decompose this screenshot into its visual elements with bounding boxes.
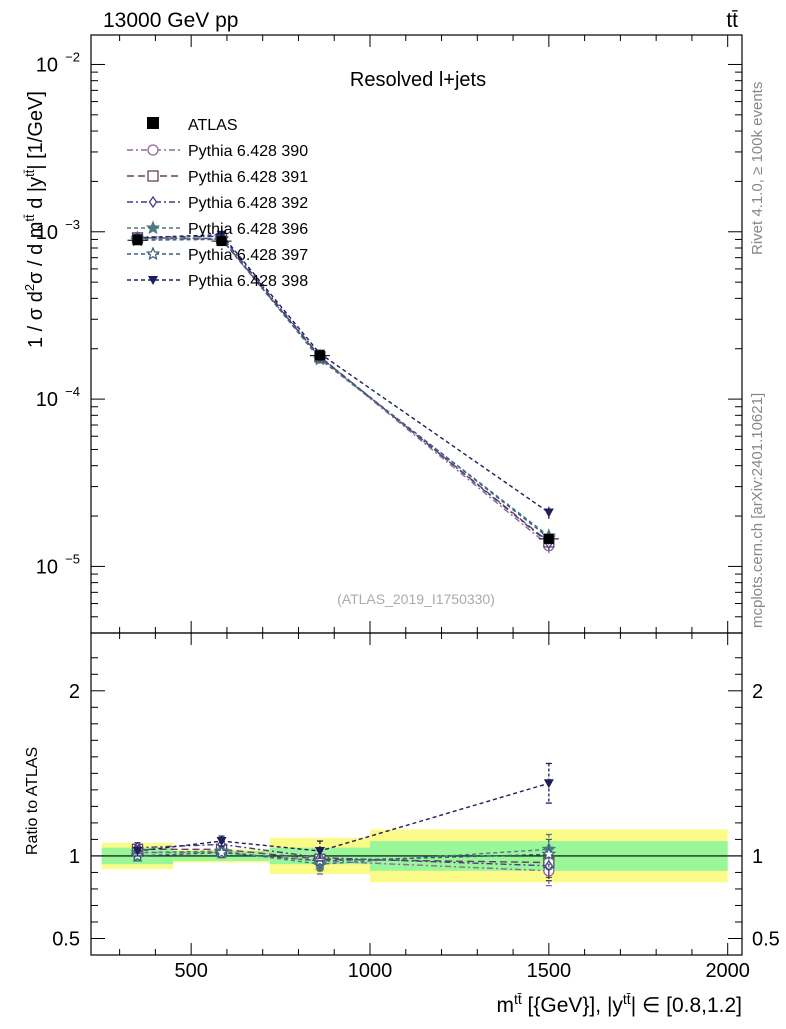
rivet-label: Rivet 4.1.0, ≥ 100k events xyxy=(749,82,766,255)
y-tick-exponent: −4 xyxy=(65,384,80,399)
x-tick-label: 1500 xyxy=(527,960,572,982)
energy-label: 13000 GeV pp xyxy=(103,9,238,32)
y-tick-label: 10 xyxy=(36,389,58,411)
legend: ATLAS Pythia 6.428 390 Pythia 6.428 391 Pyt… xyxy=(127,117,308,290)
ratio-tick-label: 1 xyxy=(752,846,763,868)
data-marker xyxy=(147,117,159,129)
legend-label: Pythia 6.428 398 xyxy=(188,273,308,290)
series-marker xyxy=(216,837,227,847)
ratio-series-line xyxy=(137,782,549,852)
data-marker xyxy=(216,236,227,247)
legend-label: Pythia 6.428 390 xyxy=(188,143,308,160)
ratio-tick-label: 2 xyxy=(752,681,763,703)
legend-label-atlas: ATLAS xyxy=(188,117,238,134)
ratio-series-line xyxy=(137,851,549,862)
legend-label: Pythia 6.428 392 xyxy=(188,195,308,212)
y-tick-exponent: −5 xyxy=(65,551,80,566)
y-tick-exponent: −3 xyxy=(65,217,80,232)
y-tick-exponent: −2 xyxy=(65,49,80,64)
series-marker xyxy=(543,779,554,789)
series-line xyxy=(137,238,550,539)
ratio-tick-label: 0.5 xyxy=(752,928,780,950)
data-marker xyxy=(314,350,325,361)
series-line xyxy=(137,233,550,514)
series-marker xyxy=(216,230,227,240)
data-marker xyxy=(543,533,554,544)
series-marker xyxy=(148,276,158,285)
series-marker xyxy=(147,170,159,182)
chart-title: Resolved l+jets xyxy=(350,69,486,91)
series-marker xyxy=(132,846,143,856)
process-label: tt̄ xyxy=(726,9,738,32)
y-tick-label: 10 xyxy=(36,556,58,578)
series-marker xyxy=(148,195,158,209)
series-marker xyxy=(214,845,229,859)
series-marker xyxy=(541,846,557,861)
mcplots-label: mcplots.cern.ch [arXiv:2401.10621] xyxy=(749,393,766,628)
series-marker xyxy=(145,220,161,235)
ratio-series-line xyxy=(137,851,549,872)
ratio-tick-label: 0.5 xyxy=(52,928,80,950)
main-axis-ticks: 10 −5 10 −4 10 −3 10 −2 xyxy=(36,35,742,634)
ratio-series-line xyxy=(137,848,549,864)
data-marker xyxy=(132,235,143,246)
ratio-y-label: Ratio to ATLAS xyxy=(24,747,41,855)
series-marker xyxy=(147,144,159,156)
y-axis-label: 1 / σ d2σ / d mtt̄ d |ytt̄| [1/GeV] xyxy=(22,91,47,348)
main-series xyxy=(127,230,559,554)
legend-label: Pythia 6.428 396 xyxy=(188,221,308,238)
analysis-watermark: (ATLAS_2019_I1750330) xyxy=(337,591,495,607)
series-marker xyxy=(314,846,325,856)
y-tick-label: 10 xyxy=(36,54,58,76)
series-marker xyxy=(543,508,554,518)
legend-label: Pythia 6.428 391 xyxy=(188,169,308,186)
legend-label: Pythia 6.428 397 xyxy=(188,247,308,264)
y-tick-label: 10 xyxy=(36,222,58,244)
series-marker xyxy=(145,246,161,261)
x-tick-label: 1000 xyxy=(348,960,393,982)
ratio-series xyxy=(130,762,557,887)
main-panel: Resolved l+jets (ATLAS_2019_I1750330) 10… xyxy=(36,34,743,634)
x-tick-label: 500 xyxy=(174,960,207,982)
x-axis-label: mtt̄ [{GeV}], |ytt̄| ∈ [0.8,1.2] xyxy=(496,991,742,1017)
ratio-uncertainty-bands xyxy=(91,829,742,883)
ratio-tick-label: 2 xyxy=(69,681,80,703)
x-tick-label: 2000 xyxy=(705,960,750,982)
ratio-series-line xyxy=(137,848,549,865)
series-line xyxy=(137,237,550,543)
ratio-tick-label: 1 xyxy=(69,846,80,868)
